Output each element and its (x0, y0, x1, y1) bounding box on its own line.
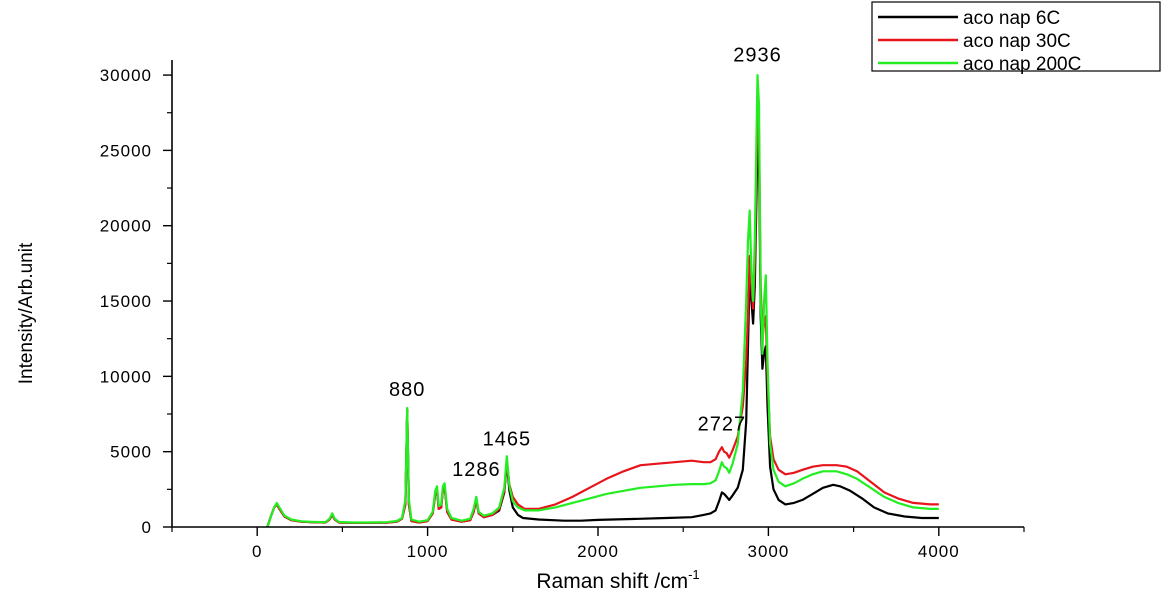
y-tick-label: 5000 (110, 443, 152, 462)
legend-label: aco nap 30C (963, 31, 1071, 52)
y-tick-label: 15000 (100, 292, 152, 311)
y-tick-label: 30000 (100, 66, 152, 85)
series-line-1 (266, 141, 939, 528)
series-line-3 (266, 74, 939, 528)
peak-label: 880 (389, 379, 425, 401)
peak-label: 1286 (452, 459, 501, 481)
x-ticks: 0 1000 2000 3000 4000 (171, 527, 1025, 561)
legend-label: aco nap 200C (963, 54, 1081, 75)
x-tick-label: 3000 (747, 542, 789, 561)
peak-label: 2936 (733, 45, 782, 67)
x-tick-label: 1000 (407, 542, 449, 561)
series-line-2 (266, 104, 939, 528)
series-layer (266, 74, 939, 528)
axes: 0 1000 2000 3000 4000 0 5000 10000 15000 20000 25… (100, 60, 1025, 561)
legend-box (871, 1, 1161, 72)
x-tick-label: 2000 (577, 542, 619, 561)
peak-label: 1465 (483, 429, 532, 451)
y-tick-label: 25000 (100, 141, 152, 160)
y-ticks: 0 5000 10000 15000 20000 25000 30000 (100, 66, 172, 537)
x-axis-title-text: Raman shift /cm (536, 570, 688, 593)
x-axis-title-superscript: -1 (688, 567, 700, 582)
y-axis-title: Intensity/Arb.unit (16, 242, 37, 384)
peak-label: 2727 (698, 414, 747, 436)
peak-annotations: 880 1286 1465 2727 2936 (389, 45, 782, 481)
y-tick-label: 20000 (100, 217, 152, 236)
x-tick-label: 0 (252, 542, 262, 561)
legend-label: aco nap 6C (963, 8, 1060, 29)
y-tick-label: 0 (142, 518, 152, 537)
x-tick-label: 4000 (918, 542, 960, 561)
x-axis-title: Raman shift /cm-1 (536, 567, 699, 593)
y-tick-label: 10000 (100, 367, 152, 386)
